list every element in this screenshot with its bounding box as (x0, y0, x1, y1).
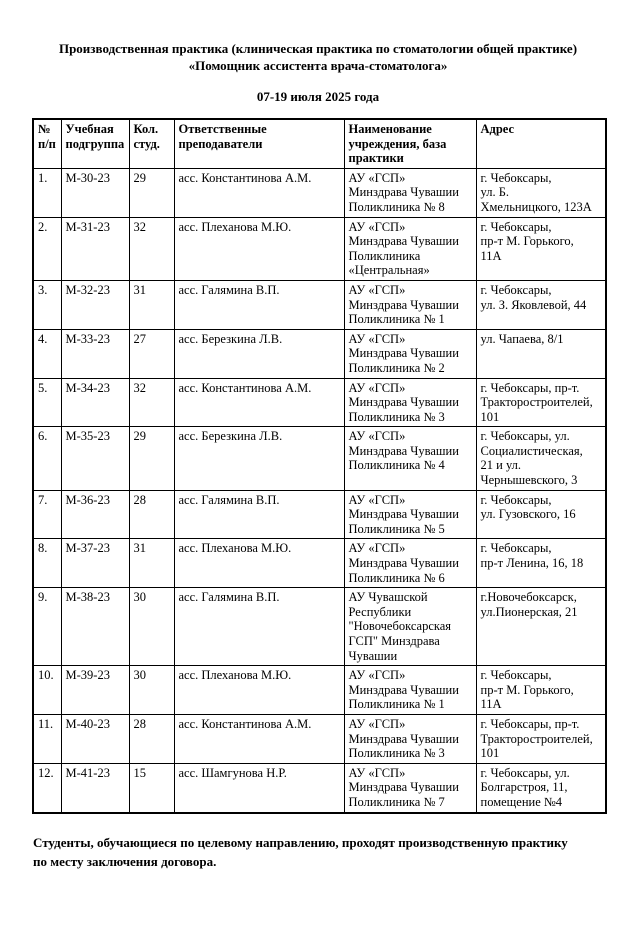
cell-address: г. Чебоксары, ул. Болгарстроя, 11, помещ… (475, 762, 607, 814)
cell-student-count: 31 (128, 279, 175, 330)
cell-institution: АУ «ГСП» Минздрава Чувашии Поликлиника №… (343, 489, 477, 540)
cell-number: 2. (32, 216, 62, 281)
header-teachers: Ответственные преподаватели (173, 118, 345, 169)
cell-teachers: асс. Березкина Л.В. (173, 328, 345, 379)
cell-subgroup: М-34-23 (60, 377, 130, 428)
cell-teachers: асс. Плеханова М.Ю. (173, 538, 345, 589)
footer-note: Студенты, обучающиеся по целевому направ… (33, 834, 568, 870)
table-row: 1. М-30-23 29 асс. Константинова А.М. АУ… (32, 167, 607, 218)
cell-institution: АУ «ГСП» Минздрава Чувашии Поликлиника №… (343, 279, 477, 330)
cell-student-count: 27 (128, 328, 175, 379)
cell-address: г. Чебоксары, ул. Гузовского, 16 (475, 489, 607, 540)
header-subgroup: Учебная подгруппа (60, 118, 130, 169)
cell-number: 12. (32, 762, 62, 814)
cell-address: ул. Чапаева, 8/1 (475, 328, 607, 379)
cell-subgroup: М-31-23 (60, 216, 130, 281)
cell-teachers: асс. Константинова А.М. (173, 167, 345, 218)
cell-address: г.Новочебоксарск, ул.Пионерская, 21 (475, 587, 607, 667)
cell-student-count: 30 (128, 587, 175, 667)
cell-institution: АУ «ГСП» Минздрава Чувашии Поликлиника №… (343, 713, 477, 764)
cell-student-count: 29 (128, 167, 175, 218)
cell-institution: АУ «ГСП» Минздрава Чувашии Поликлиника №… (343, 328, 477, 379)
cell-institution: АУ «ГСП» Минздрава Чувашии Поликлиника №… (343, 762, 477, 814)
cell-subgroup: М-39-23 (60, 665, 130, 715)
cell-address: г. Чебоксары, пр-т. Тракторостроителей, … (475, 713, 607, 764)
cell-teachers: асс. Галямина В.П. (173, 489, 345, 540)
header-address: Адрес (475, 118, 607, 169)
table-row: 12. М-41-23 15 асс. Шамгунова Н.Р. АУ «Г… (32, 762, 607, 814)
cell-teachers: асс. Константинова А.М. (173, 713, 345, 764)
cell-institution: АУ «ГСП» Минздрава Чувашии Поликлиника №… (343, 167, 477, 218)
table-row: 8. М-37-23 31 асс. Плеханова М.Ю. АУ «ГС… (32, 538, 607, 589)
date-range: 07-19 июля 2025 года (256, 89, 380, 104)
cell-student-count: 30 (128, 665, 175, 715)
cell-teachers: асс. Галямина В.П. (173, 587, 345, 667)
cell-number: 7. (32, 489, 62, 540)
cell-subgroup: М-37-23 (60, 538, 130, 589)
cell-address: г. Чебоксары, пр-т М. Горького, 11А (475, 665, 607, 715)
cell-subgroup: М-38-23 (60, 587, 130, 667)
cell-number: 5. (32, 377, 62, 428)
cell-institution: АУ «ГСП» Минздрава Чувашии Поликлиника №… (343, 665, 477, 715)
cell-student-count: 15 (128, 762, 175, 814)
cell-teachers: асс. Березкина Л.В. (173, 426, 345, 491)
cell-number: 1. (32, 167, 62, 218)
cell-address: г. Чебоксары, ул. З. Яковлевой, 44 (475, 279, 607, 330)
cell-teachers: асс. Плеханова М.Ю. (173, 216, 345, 281)
cell-student-count: 32 (128, 216, 175, 281)
cell-number: 3. (32, 279, 62, 330)
cell-teachers: асс. Шамгунова Н.Р. (173, 762, 345, 814)
header-student-count: Кол. студ. (128, 118, 175, 169)
cell-institution: АУ «ГСП» Минздрава Чувашии Поликлиника №… (343, 538, 477, 589)
table-row: 6. М-35-23 29 асс. Березкина Л.В. АУ «ГС… (32, 426, 607, 491)
table-row: 9. М-38-23 30 асс. Галямина В.П. АУ Чува… (32, 587, 607, 667)
cell-student-count: 31 (128, 538, 175, 589)
cell-number: 11. (32, 713, 62, 764)
cell-subgroup: М-32-23 (60, 279, 130, 330)
cell-teachers: асс. Плеханова М.Ю. (173, 665, 345, 715)
cell-institution: АУ «ГСП» Минздрава Чувашии Поликлиника «… (343, 216, 477, 281)
cell-number: 9. (32, 587, 62, 667)
document-page: Производственная практика (клиническая п… (0, 40, 636, 940)
page-title: Производственная практика (клиническая п… (58, 41, 578, 73)
cell-subgroup: М-35-23 (60, 426, 130, 491)
cell-number: 10. (32, 665, 62, 715)
header-institution: Наименование учреждения, база практики (343, 118, 477, 169)
cell-subgroup: М-41-23 (60, 762, 130, 814)
cell-subgroup: М-40-23 (60, 713, 130, 764)
cell-number: 8. (32, 538, 62, 589)
cell-student-count: 28 (128, 713, 175, 764)
cell-number: 4. (32, 328, 62, 379)
cell-student-count: 32 (128, 377, 175, 428)
cell-institution: АУ «ГСП» Минздрава Чувашии Поликлиника №… (343, 426, 477, 491)
cell-address: г. Чебоксары, пр-т Ленина, 16, 18 (475, 538, 607, 589)
table-row: 2. М-31-23 32 асс. Плеханова М.Ю. АУ «ГС… (32, 216, 607, 281)
cell-subgroup: М-33-23 (60, 328, 130, 379)
cell-address: г. Чебоксары, пр-т. Тракторостроителей, … (475, 377, 607, 428)
table-header-row: № п/п Учебная подгруппа Кол. студ. Ответ… (32, 118, 607, 169)
cell-subgroup: М-30-23 (60, 167, 130, 218)
cell-student-count: 29 (128, 426, 175, 491)
cell-number: 6. (32, 426, 62, 491)
table-row: 10. М-39-23 30 асс. Плеханова М.Ю. АУ «Г… (32, 665, 607, 715)
cell-institution: АУ Чувашской Республики "Новочебоксарска… (343, 587, 477, 667)
table-row: 3. М-32-23 31 асс. Галямина В.П. АУ «ГСП… (32, 279, 607, 330)
cell-address: г. Чебоксары, ул. Б. Хмельницкого, 123А (475, 167, 607, 218)
practice-assignments-table: № п/п Учебная подгруппа Кол. студ. Ответ… (32, 118, 607, 814)
cell-address: г. Чебоксары, пр-т М. Горького, 11А (475, 216, 607, 281)
header-number: № п/п (32, 118, 62, 169)
cell-student-count: 28 (128, 489, 175, 540)
cell-teachers: асс. Константинова А.М. (173, 377, 345, 428)
table-row: 11. М-40-23 28 асс. Константинова А.М. А… (32, 713, 607, 764)
table-row: 4. М-33-23 27 асс. Березкина Л.В. АУ «ГС… (32, 328, 607, 379)
cell-address: г. Чебоксары, ул. Социалистическая, 21 и… (475, 426, 607, 491)
cell-subgroup: М-36-23 (60, 489, 130, 540)
table-row: 5. М-34-23 32 асс. Константинова А.М. АУ… (32, 377, 607, 428)
table-row: 7. М-36-23 28 асс. Галямина В.П. АУ «ГСП… (32, 489, 607, 540)
cell-institution: АУ «ГСП» Минздрава Чувашии Поликлиника №… (343, 377, 477, 428)
cell-teachers: асс. Галямина В.П. (173, 279, 345, 330)
